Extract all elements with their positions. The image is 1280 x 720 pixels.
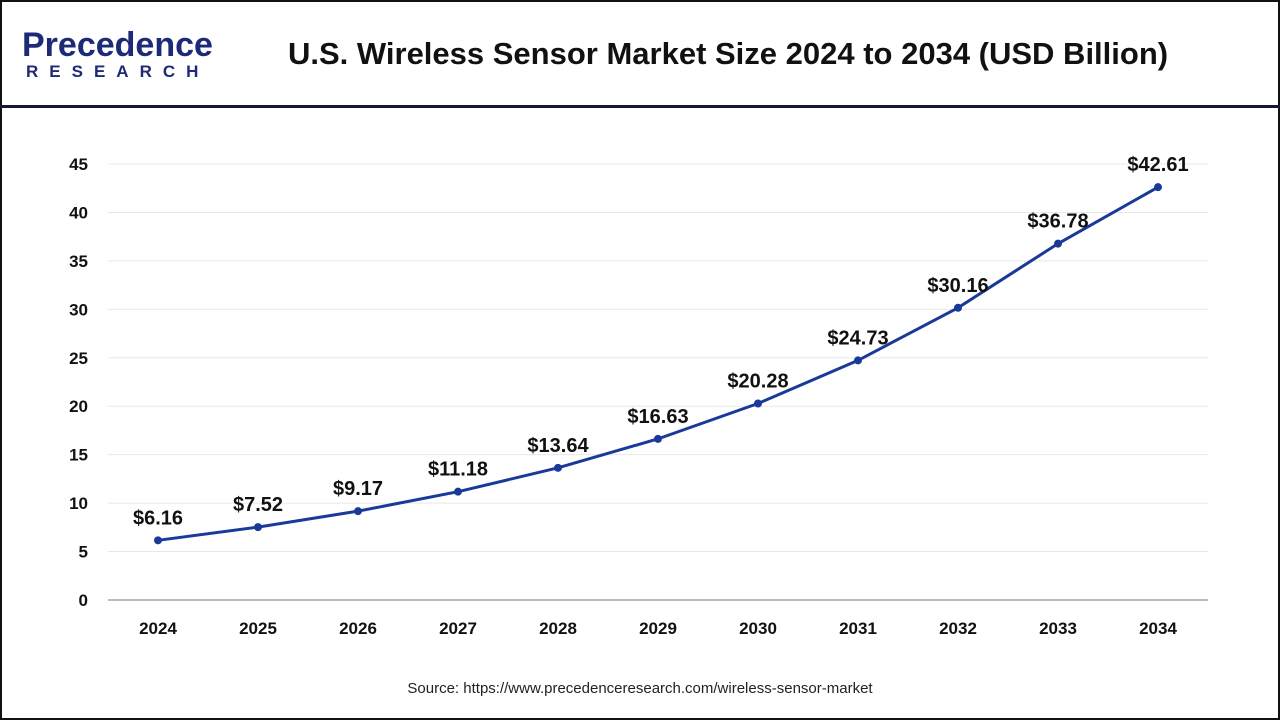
y-tick-label: 25 bbox=[69, 349, 88, 368]
x-tick-label: 2032 bbox=[939, 619, 977, 638]
x-tick-label: 2033 bbox=[1039, 619, 1077, 638]
x-tick-label: 2029 bbox=[639, 619, 677, 638]
data-point bbox=[454, 487, 462, 496]
x-tick-label: 2025 bbox=[239, 619, 277, 638]
data-point bbox=[1154, 183, 1162, 192]
data-point bbox=[654, 434, 662, 443]
data-label: $16.63 bbox=[627, 406, 688, 428]
y-tick-label: 10 bbox=[69, 494, 88, 513]
data-label: $7.52 bbox=[233, 494, 283, 516]
data-label: $20.28 bbox=[727, 371, 788, 393]
x-tick-label: 2024 bbox=[139, 619, 177, 638]
data-label: $42.61 bbox=[1127, 154, 1188, 176]
series-line bbox=[157, 185, 1159, 542]
logo: Precedence RESEARCH bbox=[22, 28, 213, 82]
data-point bbox=[154, 536, 162, 545]
y-tick-label: 15 bbox=[69, 446, 88, 465]
x-tick-label: 2034 bbox=[1139, 619, 1177, 638]
data-point bbox=[354, 507, 362, 516]
x-tick-label: 2031 bbox=[839, 619, 877, 638]
x-tick-label: 2030 bbox=[739, 619, 777, 638]
source-note: Source: https://www.precedenceresearch.c… bbox=[407, 680, 873, 697]
data-point bbox=[854, 356, 862, 365]
y-tick-label: 20 bbox=[69, 397, 88, 416]
x-tick-label: 2027 bbox=[439, 619, 477, 638]
data-label: $30.16 bbox=[927, 275, 988, 297]
data-point bbox=[754, 399, 762, 408]
data-label: $36.78 bbox=[1027, 211, 1088, 233]
y-tick-label: 40 bbox=[69, 203, 88, 222]
y-tick-label: 30 bbox=[69, 300, 88, 319]
data-label: $9.17 bbox=[333, 478, 383, 500]
chart-title: U.S. Wireless Sensor Market Size 2024 to… bbox=[288, 36, 1169, 71]
y-tick-label: 35 bbox=[69, 252, 88, 271]
header: Precedence RESEARCH U.S. Wireless Sensor… bbox=[0, 0, 1280, 108]
y-tick-label: 45 bbox=[69, 155, 88, 174]
data-label: $13.64 bbox=[527, 435, 589, 457]
data-label: $11.18 bbox=[428, 459, 488, 481]
data-point bbox=[954, 303, 962, 312]
y-tick-label: 0 bbox=[79, 591, 88, 610]
data-label: $24.73 bbox=[827, 327, 888, 349]
data-point bbox=[1054, 239, 1062, 248]
x-tick-label: 2026 bbox=[339, 619, 377, 638]
logo-line1: Precedence bbox=[22, 26, 213, 64]
logo-line2: RESEARCH bbox=[26, 62, 210, 81]
x-tick-label: 2028 bbox=[539, 619, 577, 638]
data-label: $6.16 bbox=[133, 507, 183, 529]
y-tick-label: 5 bbox=[79, 543, 88, 562]
data-point bbox=[554, 463, 562, 472]
data-point bbox=[254, 523, 262, 532]
